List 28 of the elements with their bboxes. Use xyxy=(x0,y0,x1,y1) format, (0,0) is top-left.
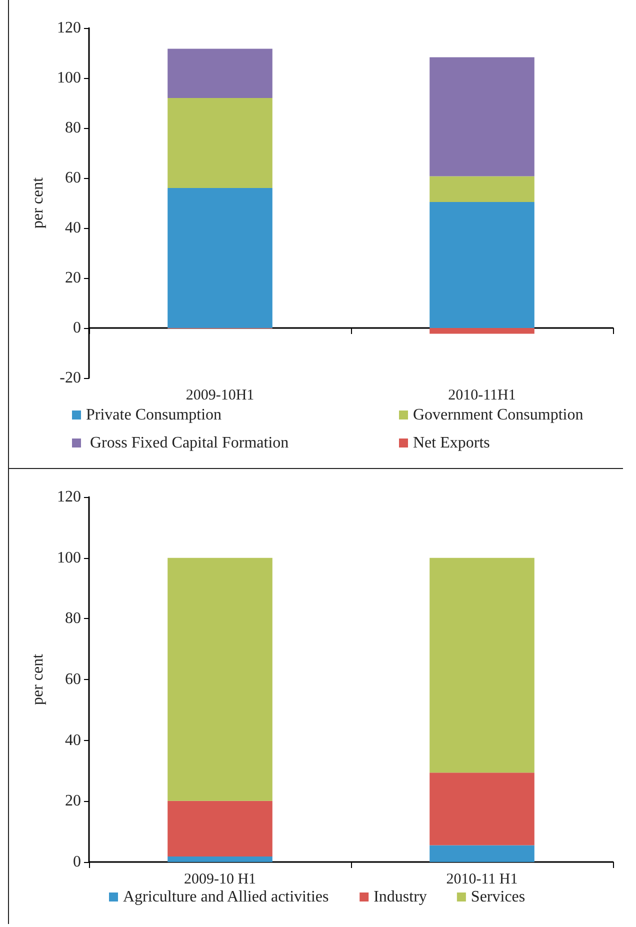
legend-label: Services xyxy=(470,888,526,906)
y-tick-label: -20 xyxy=(60,370,81,386)
y-tick-label: 0 xyxy=(73,854,81,870)
x-tick-label: 2010-11 H1 xyxy=(446,872,518,888)
y-tick-label: 80 xyxy=(65,610,81,628)
x-tick-label: 2009-10 H1 xyxy=(184,872,256,888)
legend-label: Government Consumption xyxy=(413,406,584,424)
x-tick-label: 2010-11H1 xyxy=(448,388,516,404)
y-tick-label: 100 xyxy=(57,549,81,566)
y-tick-label: 60 xyxy=(65,170,81,186)
legend-label: Agriculture and Allied activities xyxy=(123,888,329,906)
legend-label: Industry xyxy=(374,888,427,906)
y-tick-label: 120 xyxy=(57,488,81,506)
y-tick-label: 40 xyxy=(65,732,81,749)
y-tick-label: 60 xyxy=(65,671,81,688)
y-tick-label: 80 xyxy=(65,120,81,136)
legend-label: Gross Fixed Capital Formation xyxy=(86,434,289,452)
legend-label: Private Consumption xyxy=(86,406,222,424)
y-tick-label: 120 xyxy=(57,20,81,36)
y-tick-label: 100 xyxy=(57,70,81,86)
legend-label: Net Exports xyxy=(413,434,490,452)
x-tick-label: 2009-10H1 xyxy=(186,388,254,404)
y-tick-label: 20 xyxy=(65,792,81,810)
y-tick-label: 20 xyxy=(65,270,81,286)
y-tick-label: 40 xyxy=(65,220,81,236)
y-axis-title: per cent xyxy=(30,176,47,229)
y-axis-title: per cent xyxy=(30,653,47,706)
y-tick-label: 0 xyxy=(73,320,81,336)
